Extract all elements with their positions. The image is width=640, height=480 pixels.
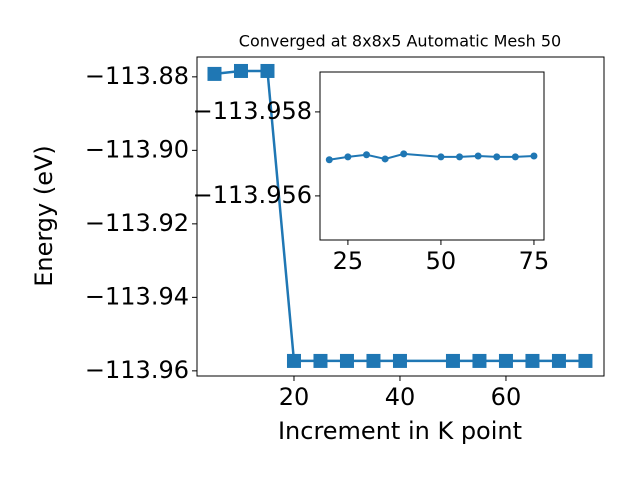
- y-tick-label: −113.90: [85, 135, 189, 163]
- y-tick-label: −113.958: [193, 97, 312, 125]
- y-tick-label: −113.92: [85, 209, 189, 237]
- marker: [498, 353, 513, 368]
- x-tick-label: 60: [491, 383, 522, 411]
- marker: [456, 153, 464, 161]
- marker: [392, 353, 407, 368]
- marker: [472, 353, 487, 368]
- marker: [493, 153, 501, 161]
- marker: [363, 151, 371, 159]
- marker: [286, 353, 301, 368]
- marker: [344, 153, 352, 161]
- x-axis-label: Increment in K point: [278, 417, 522, 445]
- x-tick-label: 40: [385, 383, 416, 411]
- marker: [437, 153, 445, 161]
- y-tick-label: −113.96: [85, 356, 189, 384]
- marker: [511, 153, 519, 161]
- y-tick-label: −113.956: [193, 181, 312, 209]
- marker: [339, 353, 354, 368]
- y-tick-label: −113.94: [85, 282, 189, 310]
- marker: [525, 353, 540, 368]
- x-tick-label: 25: [333, 247, 364, 275]
- marker: [578, 353, 593, 368]
- marker: [400, 150, 408, 158]
- marker: [313, 353, 328, 368]
- x-tick-label: 50: [426, 247, 457, 275]
- marker: [445, 353, 460, 368]
- x-tick-label: 75: [519, 247, 550, 275]
- x-tick-label: 20: [279, 383, 310, 411]
- chart-title: Converged at 8x8x5 Automatic Mesh 50: [239, 32, 561, 51]
- marker: [207, 66, 222, 81]
- marker: [260, 63, 275, 78]
- y-axis-label: Energy (eV): [30, 145, 58, 287]
- marker: [551, 353, 566, 368]
- marker: [325, 156, 333, 164]
- marker: [366, 353, 381, 368]
- y-tick-label: −113.88: [85, 62, 189, 90]
- marker: [530, 152, 538, 160]
- marker: [474, 152, 482, 160]
- marker: [233, 63, 248, 78]
- marker: [381, 155, 389, 163]
